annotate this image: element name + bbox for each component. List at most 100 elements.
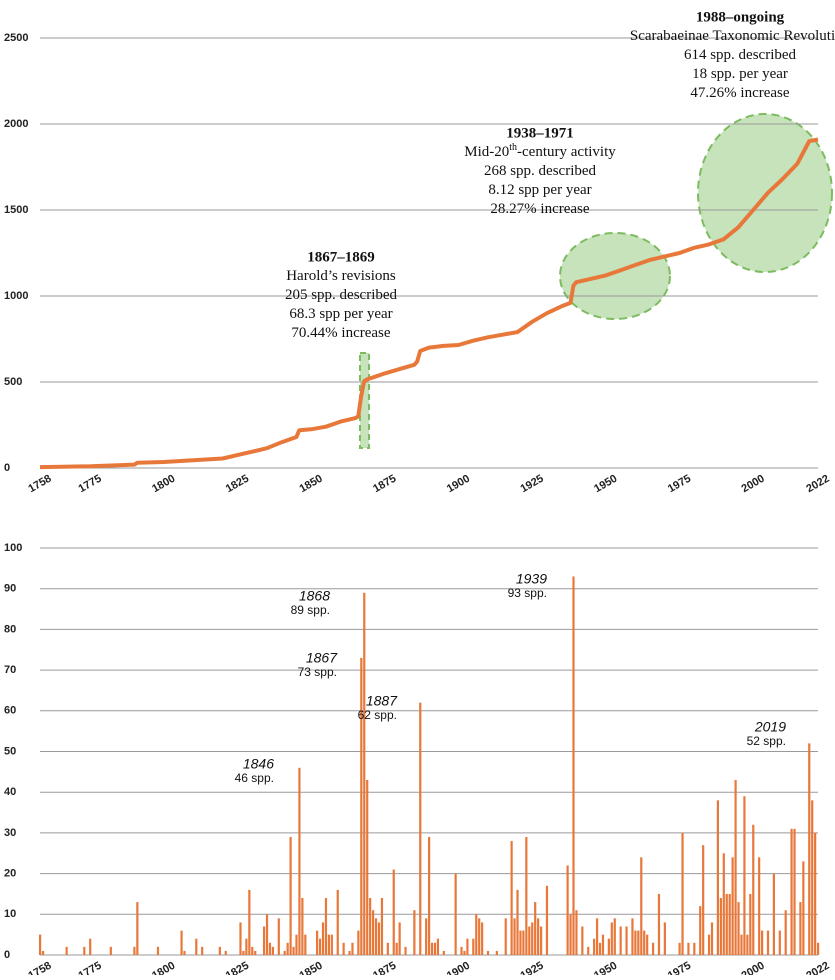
x-tick-label: 1950 — [592, 960, 619, 975]
bar — [292, 946, 295, 955]
x-tick-label: 2022 — [804, 473, 831, 496]
bar — [640, 857, 643, 955]
bar — [301, 898, 304, 955]
bar — [702, 845, 705, 955]
bar — [778, 930, 781, 955]
bar — [681, 832, 684, 955]
bar — [752, 824, 755, 955]
bar — [398, 922, 401, 955]
x-tick-label: 1875 — [371, 960, 398, 975]
bar — [631, 918, 634, 955]
bar — [749, 893, 752, 955]
highlight — [697, 113, 833, 273]
bar — [678, 942, 681, 955]
y-tick-label: 20 — [4, 868, 16, 880]
bar — [454, 873, 457, 955]
bar — [725, 893, 728, 955]
bar — [581, 926, 584, 955]
x-tick-label: 1758 — [26, 960, 53, 975]
bar — [545, 885, 549, 955]
bar — [286, 942, 289, 955]
bar — [374, 918, 378, 955]
bar — [663, 922, 666, 955]
bar — [793, 828, 796, 955]
bar — [478, 918, 481, 955]
line — [39, 137, 819, 470]
x-tick-label: 1900 — [445, 473, 472, 496]
bar — [239, 922, 242, 955]
bar — [283, 950, 286, 955]
annotation-part: 614 spp. described — [684, 47, 797, 63]
bar — [743, 796, 746, 955]
bar — [593, 938, 596, 955]
y-tick-label: 80 — [4, 623, 16, 635]
bar — [380, 898, 384, 955]
bar — [357, 930, 360, 955]
annotation-part: 68.3 spp per year — [289, 306, 392, 322]
annotation-part: 8.12 spp per year — [488, 182, 591, 198]
x-tick-label: 1925 — [518, 473, 545, 496]
bar — [195, 938, 198, 955]
bar — [180, 930, 183, 955]
y-tick-label: 60 — [4, 705, 16, 717]
annotation-title: 1938–1971 — [506, 125, 574, 141]
bar — [369, 898, 372, 955]
bar — [254, 950, 257, 955]
bar — [687, 942, 690, 955]
bar — [486, 950, 490, 955]
x-tick-label: 1825 — [224, 473, 251, 496]
x-tick-label: 1758 — [26, 473, 53, 496]
annotation-text: Scarabaeinae Taxonomic Revolution — [630, 28, 835, 44]
x-tick-label: 2022 — [804, 960, 831, 975]
bar — [772, 873, 775, 955]
annotation-text: Mid-20th-century activity — [464, 142, 616, 160]
y-tick-label: 100 — [4, 542, 22, 554]
bar — [316, 930, 319, 955]
bar — [248, 889, 251, 955]
bar — [651, 942, 655, 955]
x-tick-label: 1825 — [224, 960, 251, 975]
bar — [716, 800, 720, 955]
y-tick-label: 2500 — [4, 32, 28, 44]
bar — [65, 946, 68, 955]
annotation-text: 93 spp. — [508, 586, 547, 600]
bar — [710, 922, 714, 955]
bar — [519, 930, 522, 955]
annotation-title: 1867–1869 — [307, 249, 375, 265]
bar — [430, 942, 434, 955]
annotation-part: th — [509, 142, 517, 153]
bar — [766, 930, 770, 955]
bar — [607, 938, 610, 955]
bar — [83, 946, 86, 955]
y-tick-label: 30 — [4, 827, 16, 839]
annotation-text: 62 spp. — [358, 708, 397, 722]
bar — [495, 950, 498, 955]
annotation-title: 1887 — [366, 693, 398, 709]
bar — [460, 946, 463, 955]
bar — [613, 918, 616, 955]
bar — [336, 889, 339, 955]
bar — [528, 926, 531, 955]
x-tick-label: 1775 — [76, 960, 103, 975]
bar — [466, 938, 469, 955]
x-tick-label: 2000 — [740, 473, 767, 496]
bar — [646, 934, 649, 955]
annotation-part: Scarabaeinae Taxonomic Revolution — [630, 28, 835, 44]
bar — [324, 898, 328, 955]
bar — [318, 938, 322, 955]
annotation-part: 70.44% increase — [291, 325, 390, 341]
x-tick-label: 1975 — [666, 473, 693, 496]
bar — [89, 938, 92, 955]
bar — [242, 950, 245, 955]
bar — [475, 914, 478, 955]
x-tick-label: 1800 — [150, 473, 177, 496]
annotation-text: 614 spp. described — [684, 47, 797, 63]
bar — [419, 702, 422, 955]
bar — [537, 918, 540, 955]
bar — [265, 914, 269, 955]
bar — [251, 946, 254, 955]
bar — [442, 950, 445, 955]
annotation-text: 205 spp. described — [285, 287, 398, 303]
annotation-part: 28.27% increase — [490, 201, 589, 217]
annotation-text: 70.44% increase — [291, 325, 390, 341]
